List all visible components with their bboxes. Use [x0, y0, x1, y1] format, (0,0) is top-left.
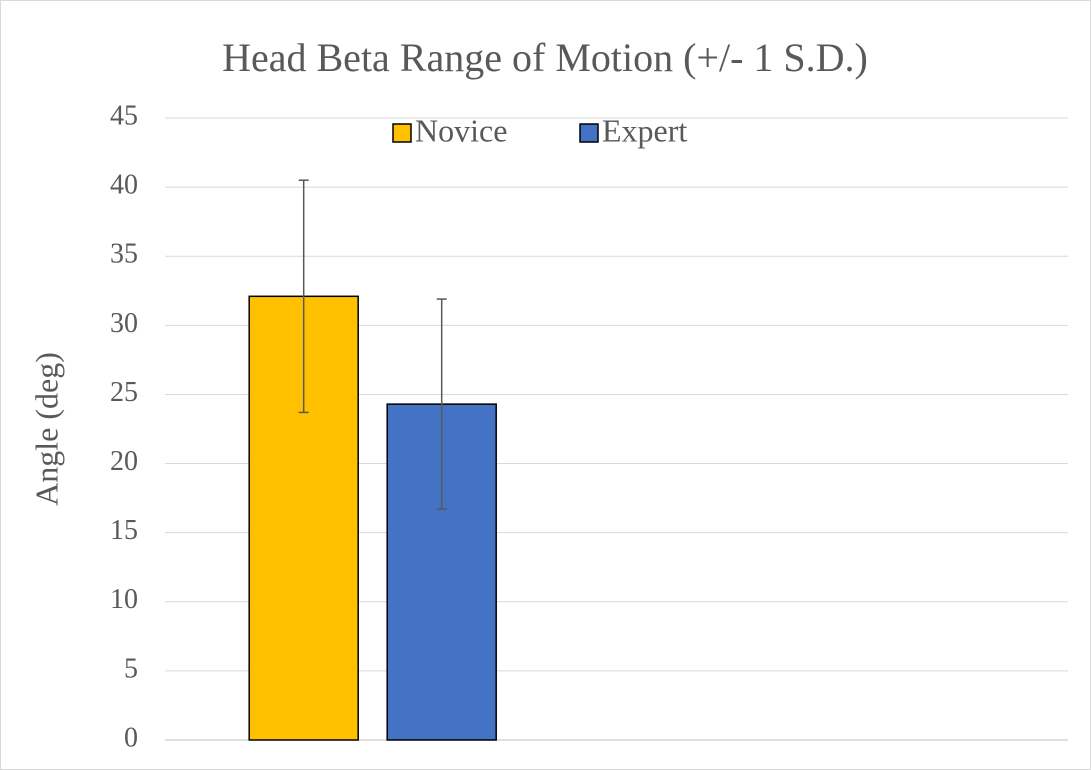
legend-swatch [392, 123, 412, 143]
y-tick-label: 5 [124, 653, 138, 684]
y-tick-label: 10 [110, 584, 138, 615]
error-bar [298, 179, 309, 414]
legend-label: Expert [602, 112, 687, 148]
legend-swatch [579, 123, 599, 143]
y-tick-label: 25 [110, 377, 138, 408]
y-tick-label: 0 [124, 722, 138, 753]
error-bar [436, 298, 447, 510]
y-tick-label: 20 [110, 446, 138, 477]
y-axis-label: Angle (deg) [28, 352, 64, 506]
y-tick-label: 30 [110, 308, 138, 339]
y-tick-label: 15 [110, 515, 138, 546]
y-tick-label: 40 [110, 170, 138, 201]
chart-title: Head Beta Range of Motion (+/- 1 S.D.) [222, 35, 868, 80]
legend-label: Novice [415, 112, 507, 148]
y-tick-label: 35 [110, 239, 138, 270]
y-tick-label: 45 [110, 100, 138, 131]
